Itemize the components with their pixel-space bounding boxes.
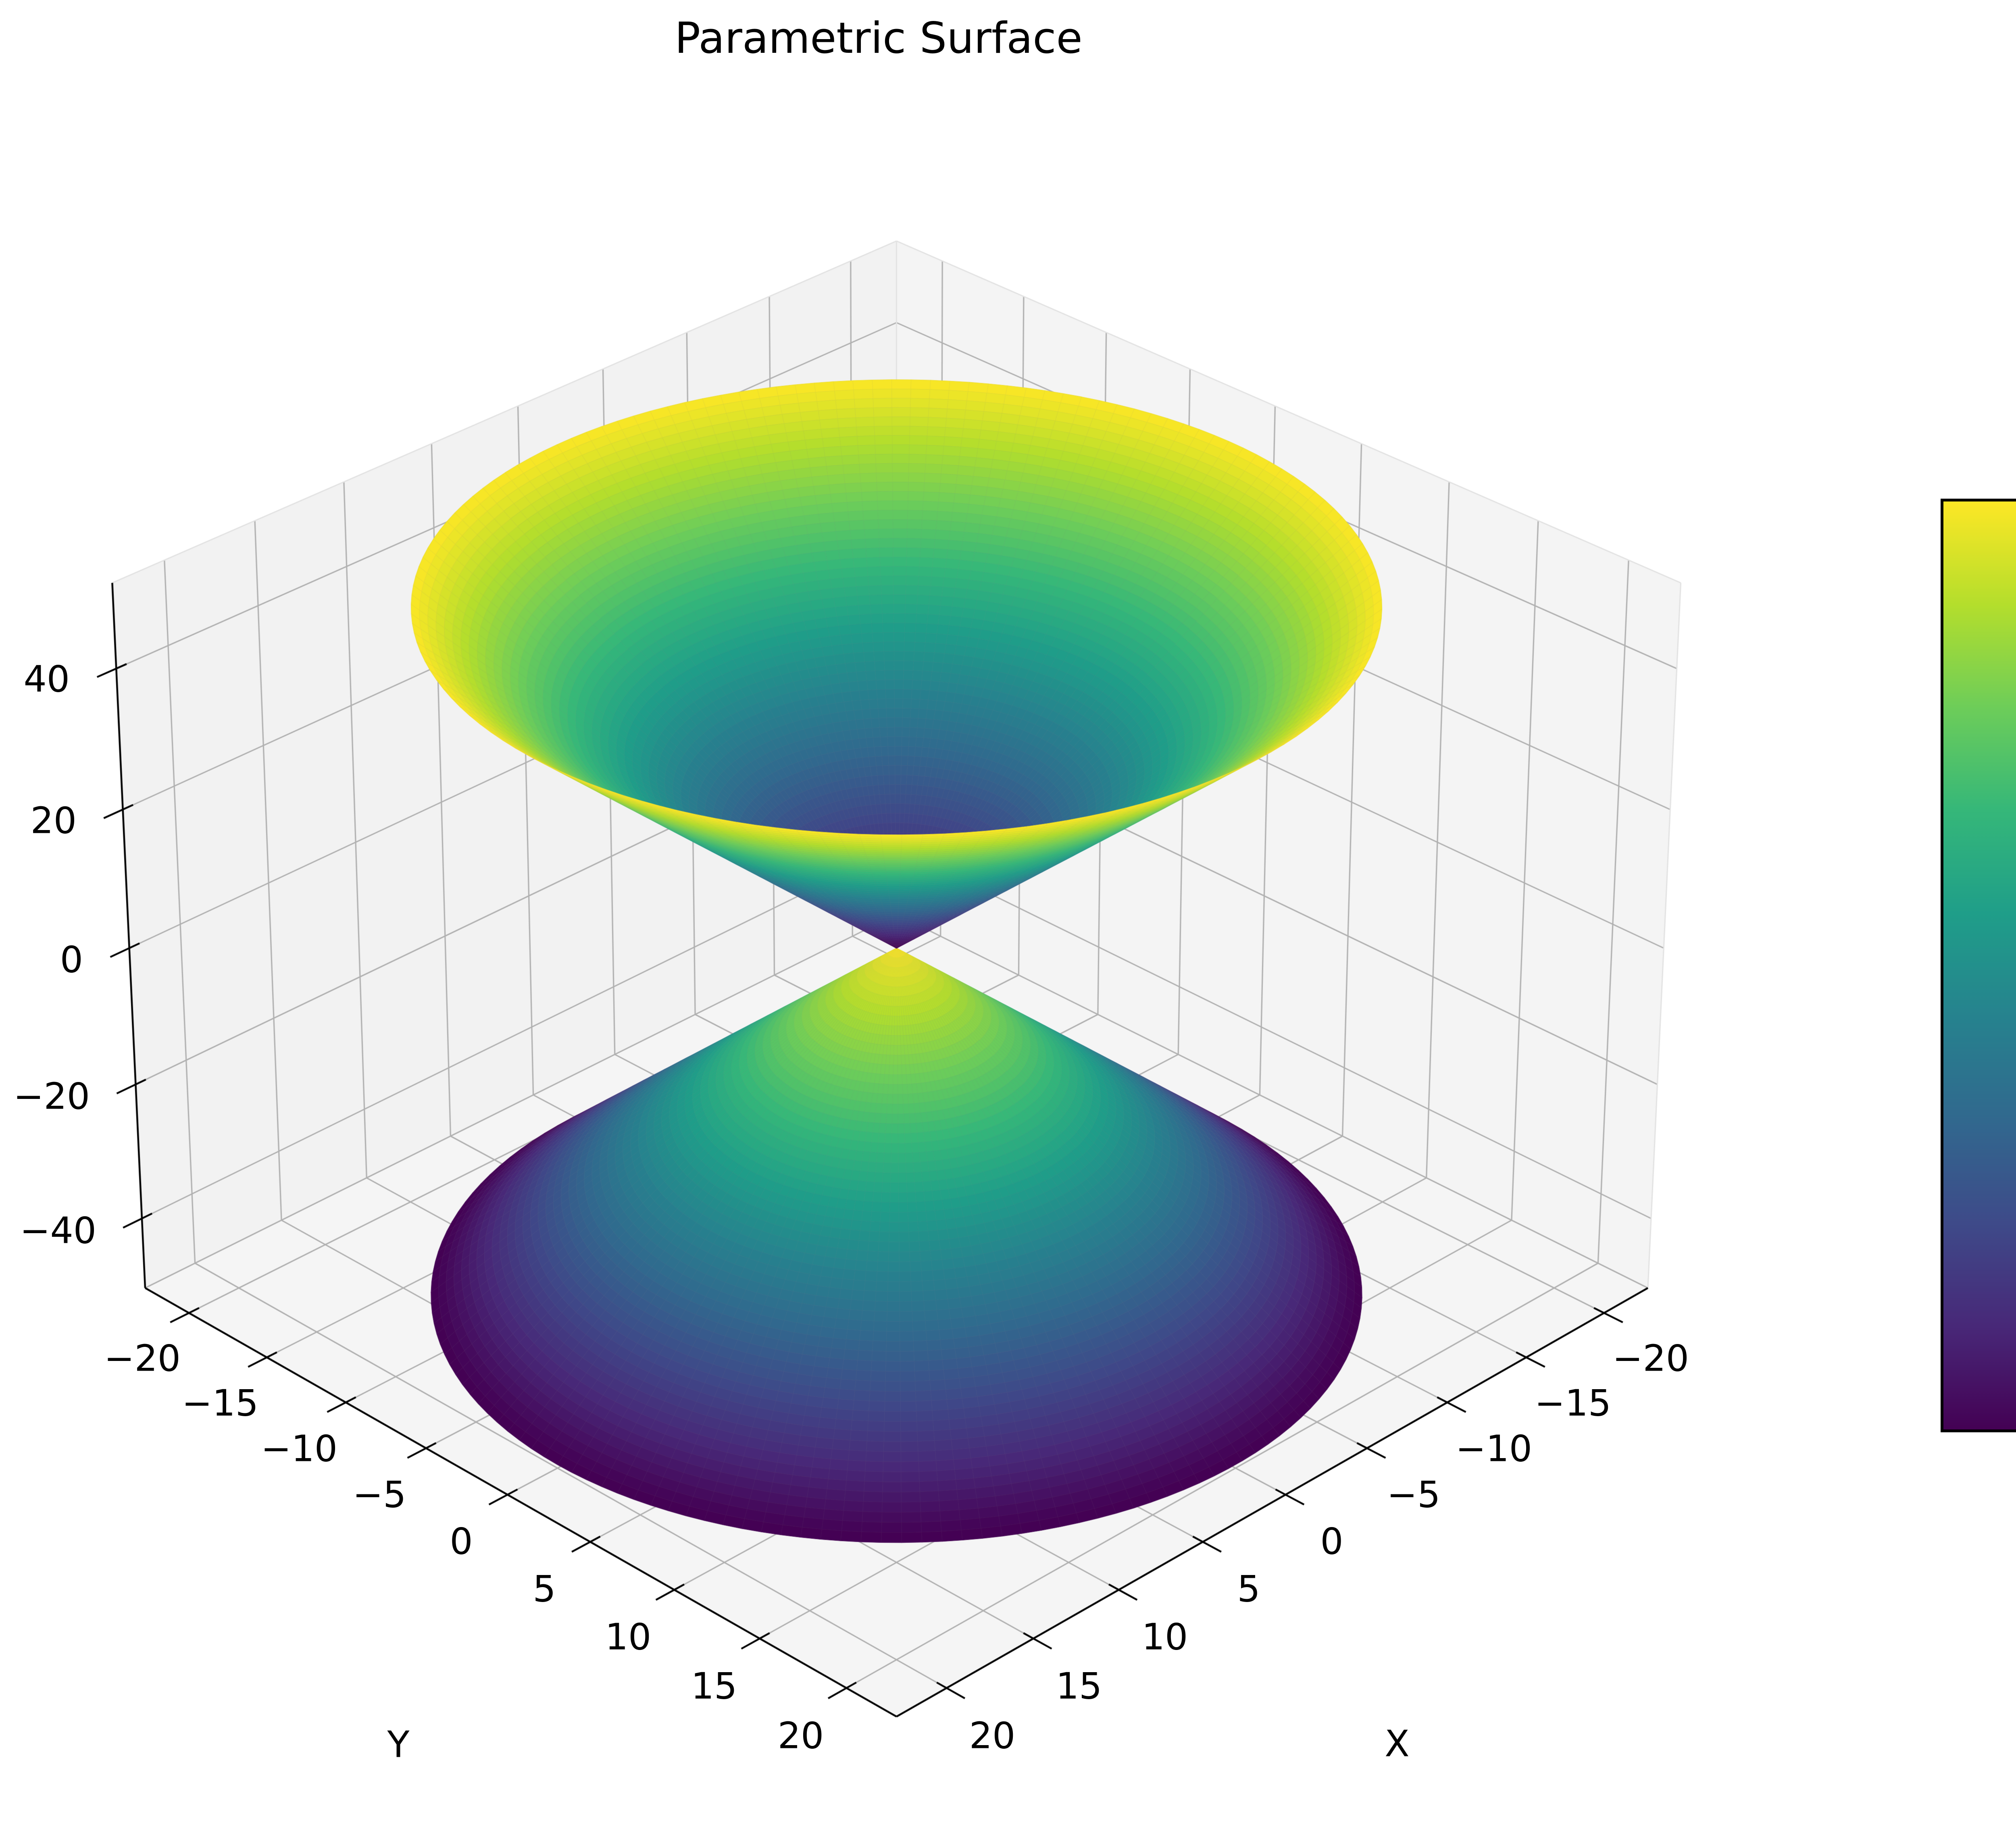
x-tick-label: −20	[1612, 1337, 1689, 1380]
z-tick-label: −20	[13, 1075, 90, 1118]
y-tick-label: −15	[182, 1382, 258, 1425]
z-tick-label: 40	[23, 658, 70, 701]
y-tick-label: −5	[352, 1473, 406, 1516]
z-tick-label: 0	[60, 938, 83, 981]
x-tick-label: 10	[1141, 1616, 1188, 1658]
y-tick-label: −10	[261, 1427, 337, 1470]
x-tick-label: −5	[1387, 1473, 1441, 1516]
y-tick-label: 10	[605, 1616, 652, 1658]
x-tick-label: 0	[1320, 1520, 1343, 1563]
y-tick-label: 15	[691, 1665, 737, 1708]
y-tick-label: 20	[777, 1714, 824, 1757]
colorbar-gradient	[1943, 501, 2016, 1429]
x-tick-label: 20	[969, 1714, 1016, 1757]
y-tick-label: 5	[533, 1568, 556, 1610]
y-axis-label: Y	[387, 1723, 410, 1766]
x-tick-label: −10	[1456, 1427, 1532, 1470]
z-tick-label: −40	[20, 1209, 96, 1252]
x-axis-label: X	[1385, 1723, 1410, 1765]
z-tick-label: 20	[30, 799, 77, 842]
y-tick-label: 0	[450, 1520, 473, 1563]
chart-title: Parametric Surface	[675, 13, 1083, 63]
y-tick-label: −20	[104, 1337, 181, 1380]
x-tick-label: −15	[1535, 1382, 1611, 1425]
x-tick-label: 5	[1237, 1568, 1260, 1610]
x-tick-label: 15	[1056, 1665, 1102, 1708]
colorbar	[1941, 499, 2016, 1432]
